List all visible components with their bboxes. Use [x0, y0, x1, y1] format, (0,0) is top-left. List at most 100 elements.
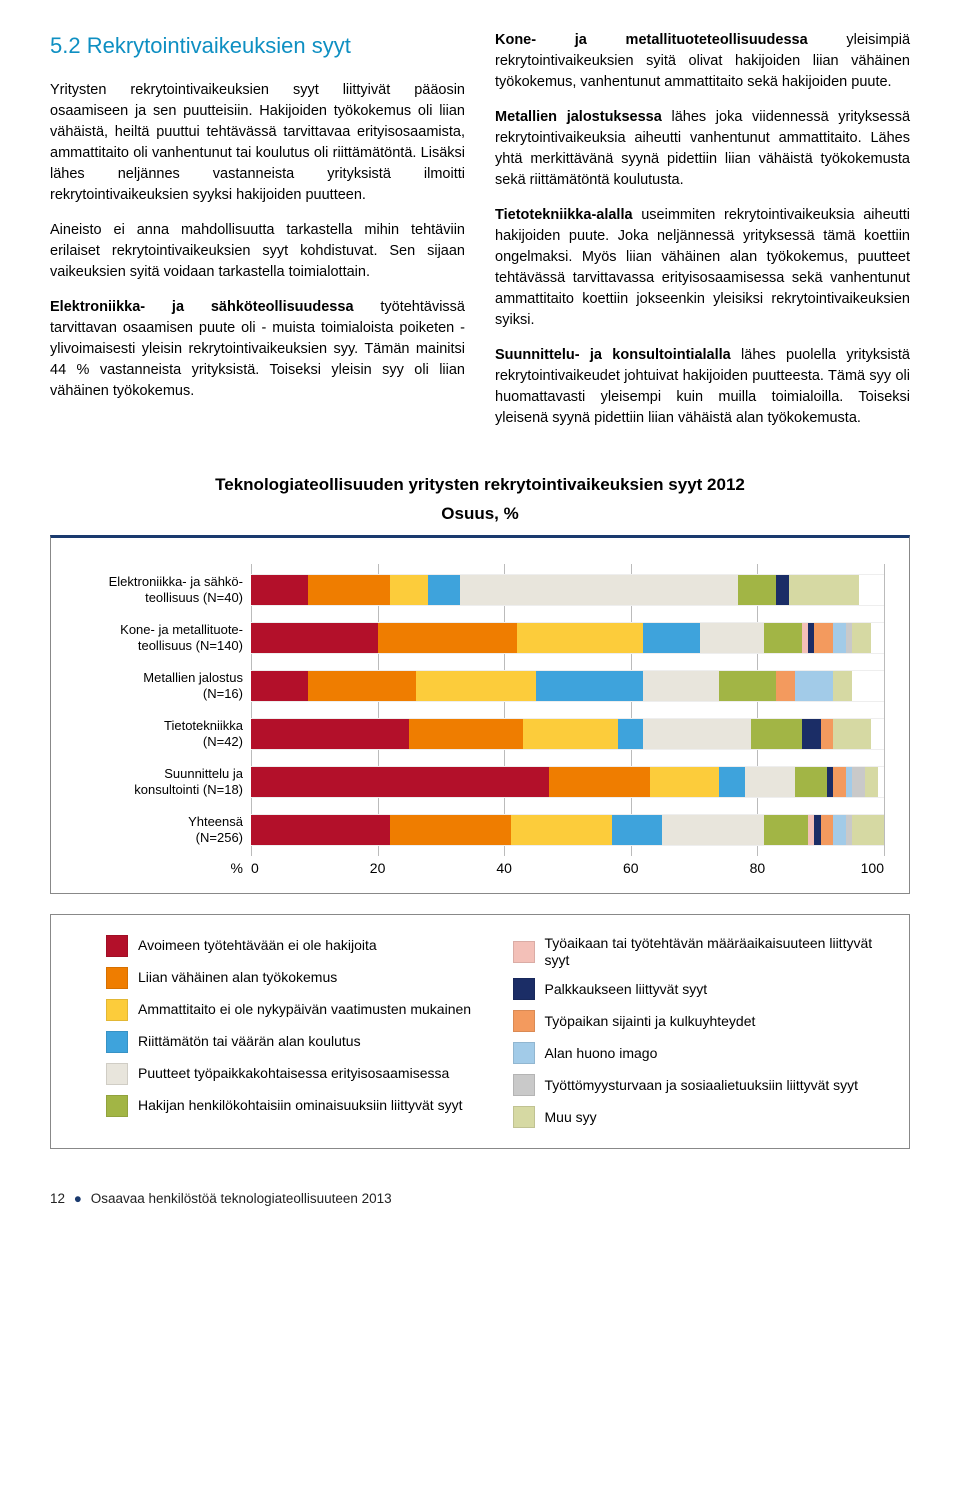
chart-segment [852, 815, 884, 845]
paragraph: Elektroniikka- ja sähköteollisuudessa ty… [50, 297, 465, 402]
footer-bullet-icon: ● [74, 1191, 82, 1206]
page-number: 12 [50, 1191, 65, 1206]
axis-tick: 0 [251, 858, 259, 878]
chart-segment [865, 767, 878, 797]
chart-segment [764, 623, 802, 653]
chart-segment [643, 623, 700, 653]
paragraph-rest: useimmiten rekrytointivaikeuksia aiheutt… [495, 207, 910, 328]
chart-legend: Avoimeen työtehtävään ei ole hakijoita Li… [50, 914, 910, 1150]
chart-segment [251, 623, 378, 653]
legend-label: Riittämätön tai väärän alan koulutus [138, 1033, 361, 1050]
chart-segment [251, 767, 549, 797]
chart-segment [511, 815, 612, 845]
chart-bar [251, 814, 884, 846]
axis-tick: 20 [370, 858, 386, 878]
left-column: 5.2 Rekrytointivaikeuksien syyt Yrityste… [50, 30, 465, 443]
page-footer: 12 ● Osaavaa henkilöstöä teknologiateoll… [50, 1189, 910, 1209]
axis-ticks: 020406080100 [251, 858, 884, 876]
axis-tick: 100 [861, 858, 884, 878]
chart-segment [612, 815, 663, 845]
chart-segment [821, 815, 834, 845]
legend-swatch [513, 1106, 535, 1128]
chart-segment [251, 671, 308, 701]
chart-container: Elektroniikka- ja sähkö-teollisuus (N=40… [50, 535, 910, 894]
chart-bar [251, 718, 884, 750]
axis-label: % [76, 858, 251, 878]
chart-bar [251, 622, 884, 654]
legend-swatch [513, 1042, 535, 1064]
chart-segment [852, 623, 871, 653]
right-column: Kone- ja metallituoteteollisuudessa ylei… [495, 30, 910, 443]
legend-label: Työpaikan sijainti ja kulkuyhteydet [545, 1013, 756, 1030]
legend-label: Palkkaukseen liittyvät syyt [545, 981, 708, 998]
legend-item: Muu syy [513, 1106, 880, 1128]
chart-segment [523, 719, 618, 749]
legend-swatch [106, 1063, 128, 1085]
legend-item: Puutteet työpaikkakohtaisessa erityisosa… [106, 1063, 473, 1085]
legend-item: Työttömyysturvaan ja sosiaalietuuksiin l… [513, 1074, 880, 1096]
legend-item: Hakijan henkilökohtaisiin ominaisuuksiin… [106, 1095, 473, 1117]
chart-segment [719, 671, 776, 701]
legend-swatch [106, 1095, 128, 1117]
legend-swatch [106, 1031, 128, 1053]
chart-title: Teknologiateollisuuden yritysten rekryto… [50, 473, 910, 498]
chart-segment [789, 575, 859, 605]
bold-term: Kone- ja metallituoteteollisuudessa [495, 32, 808, 48]
chart-segment [308, 671, 416, 701]
legend-label: Työaikaan tai työtehtävän määräaikaisuut… [545, 935, 880, 969]
chart-segment [833, 623, 846, 653]
chart-plot-area: Elektroniikka- ja sähkö-teollisuus (N=40… [76, 568, 884, 852]
chart-segment [821, 719, 834, 749]
chart-segment [251, 575, 308, 605]
legend-item: Liian vähäinen alan työkokemus [106, 967, 473, 989]
legend-item: Riittämätön tai väärän alan koulutus [106, 1031, 473, 1053]
chart-bar [251, 766, 884, 798]
legend-swatch [513, 941, 535, 963]
chart-row: Metallien jalostus(N=16) [76, 664, 884, 708]
legend-swatch [513, 1010, 535, 1032]
axis-tick: 80 [750, 858, 766, 878]
chart-row: Kone- ja metallituote-teollisuus (N=140) [76, 616, 884, 660]
legend-swatch [513, 1074, 535, 1096]
chart-segment [738, 575, 776, 605]
chart-segment [795, 767, 827, 797]
legend-label: Muu syy [545, 1109, 597, 1126]
legend-label: Alan huono imago [545, 1045, 658, 1062]
bold-term: Tietotekniikka-alalla [495, 207, 633, 223]
legend-item: Työaikaan tai työtehtävän määräaikaisuut… [513, 935, 880, 969]
chart-segment [833, 671, 852, 701]
paragraph: Suunnittelu- ja konsultointialalla lähes… [495, 345, 910, 429]
chart-segment [833, 767, 846, 797]
chart-segment [833, 815, 846, 845]
legend-item: Ammattitaito ei ole nykypäivän vaatimust… [106, 999, 473, 1021]
chart-segment [378, 623, 517, 653]
chart-segment [833, 719, 871, 749]
chart-row-label: Suunnittelu jakonsultointi (N=18) [76, 766, 251, 797]
text-columns: 5.2 Rekrytointivaikeuksien syyt Yrityste… [50, 30, 910, 443]
legend-item: Avoimeen työtehtävään ei ole hakijoita [106, 935, 473, 957]
chart-row: Elektroniikka- ja sähkö-teollisuus (N=40… [76, 568, 884, 612]
legend-item: Työpaikan sijainti ja kulkuyhteydet [513, 1010, 880, 1032]
chart-segment [795, 671, 833, 701]
chart-segment [308, 575, 390, 605]
chart-segment [802, 719, 821, 749]
chart-bar [251, 574, 884, 606]
chart-row-label: Tietotekniikka(N=42) [76, 718, 251, 749]
chart-segment [409, 719, 523, 749]
chart-bar [251, 670, 884, 702]
legend-right-column: Työaikaan tai työtehtävän määräaikaisuut… [513, 925, 880, 1139]
legend-item: Alan huono imago [513, 1042, 880, 1064]
paragraph: Kone- ja metallituoteteollisuudessa ylei… [495, 30, 910, 93]
paragraph: Aineisto ei anna mahdollisuutta tarkaste… [50, 220, 465, 283]
chart-axis: % 020406080100 [76, 858, 884, 878]
legend-swatch [106, 967, 128, 989]
axis-tick: 40 [496, 858, 512, 878]
chart-segment [776, 671, 795, 701]
chart-subtitle: Osuus, % [50, 502, 910, 527]
chart-segment [700, 623, 763, 653]
chart-segment [416, 671, 536, 701]
chart-segment [643, 671, 719, 701]
chart-segment [650, 767, 720, 797]
chart-segment [536, 671, 644, 701]
legend-swatch [106, 999, 128, 1021]
